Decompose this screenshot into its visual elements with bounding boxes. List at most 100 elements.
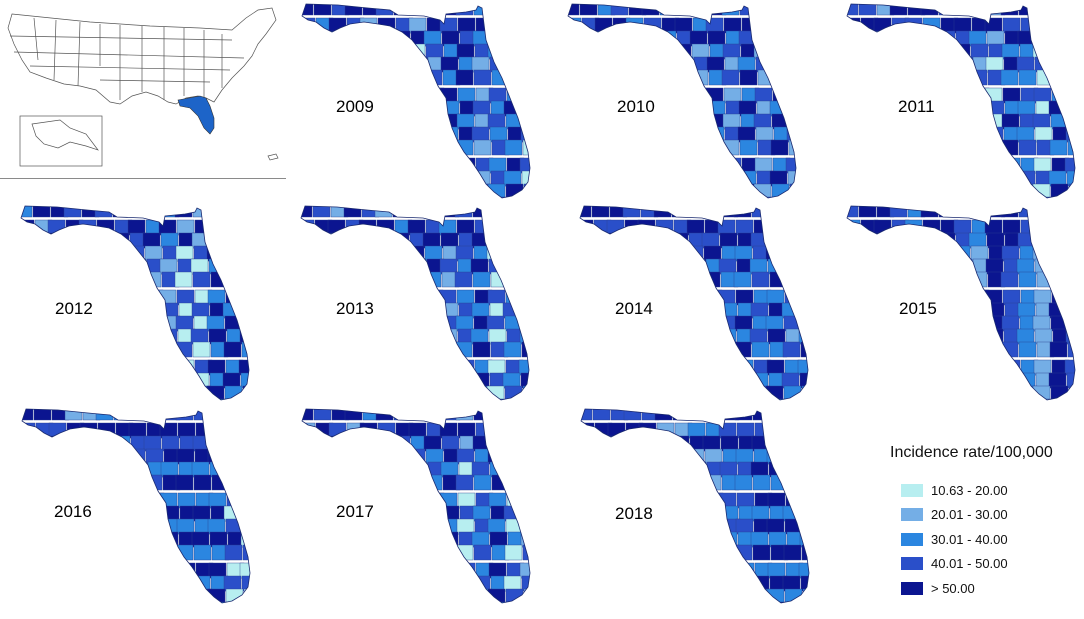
county-region [115,492,134,509]
county-region [606,219,625,236]
county-region [953,359,972,376]
county-region [408,157,427,174]
county-region [784,289,803,306]
county-region [486,385,505,400]
county-region [920,206,939,218]
county-region [937,170,956,187]
county-region [657,461,676,478]
county-region [720,575,739,592]
county-region [970,385,989,400]
county-region [719,461,738,478]
county-region [21,271,33,288]
county-region [392,170,411,187]
county-region [769,170,788,187]
county-region [876,69,895,86]
county-region [725,170,744,187]
county-region [687,422,706,439]
county-region [1068,113,1075,130]
county-region [953,87,972,104]
county-region [637,359,656,376]
county-region [1065,328,1075,345]
county-region [1066,232,1075,249]
county-region [22,518,35,535]
county-region [920,341,939,358]
county-region [706,56,725,73]
county-region [110,258,129,275]
county-region [313,544,332,561]
county-region [488,562,507,579]
year-label-2010: 2010 [617,97,655,116]
county-region [442,139,461,156]
county-region [847,258,862,275]
county-region [312,435,331,452]
county-region [145,448,164,465]
county-region [363,588,382,603]
county-region [802,448,809,465]
county-region [96,448,115,465]
county-region [344,385,363,400]
county-region [580,245,593,262]
county-region [31,302,50,319]
county-region [471,302,490,319]
county-region [782,271,801,288]
county-region [393,544,412,561]
county-region [161,505,180,522]
county-region [302,588,315,603]
county-region [302,461,317,478]
county-region [753,183,772,198]
county-region [143,505,162,522]
county-region [691,43,710,60]
county-region [410,100,429,117]
county-region [142,302,161,319]
county-region [767,328,786,345]
county-region [657,372,676,389]
county-region [391,461,410,478]
county-region [690,139,709,156]
county-region [241,435,250,452]
county-region [161,435,180,452]
county-region [580,289,594,306]
florida-choropleth-map [567,3,797,199]
county-region [719,232,738,249]
county-region [609,575,628,592]
county-region [503,575,522,592]
county-region [488,422,507,439]
county-region [858,4,877,16]
county-region [471,372,490,389]
county-region [98,531,117,548]
county-region [503,170,522,187]
county-region [641,139,660,156]
county-region [330,170,349,187]
county-region [1064,87,1075,104]
map-panel-2018: 2018 [577,407,852,612]
county-region [393,409,412,421]
county-region [956,139,975,156]
county-region [315,157,334,174]
county-region [488,258,507,275]
county-region [191,461,210,478]
county-region [456,289,475,306]
county-region [653,271,672,288]
county-region [392,435,411,452]
county-region [707,170,726,187]
county-region [954,328,973,345]
county-region [857,30,876,47]
county-region [756,30,775,47]
county-region [347,461,366,478]
county-region [438,289,457,306]
county-region [66,562,85,579]
county-region [672,385,691,400]
county-region [969,139,988,156]
county-region [81,435,100,452]
county-region [128,492,147,509]
county-region [239,422,250,439]
county-region [655,518,674,535]
county-region [422,232,441,249]
county-region [440,372,459,389]
county-region [456,588,475,603]
county-region [504,409,523,421]
county-region [393,69,412,86]
county-region [374,341,393,358]
county-region [47,588,66,603]
county-region [766,289,785,306]
